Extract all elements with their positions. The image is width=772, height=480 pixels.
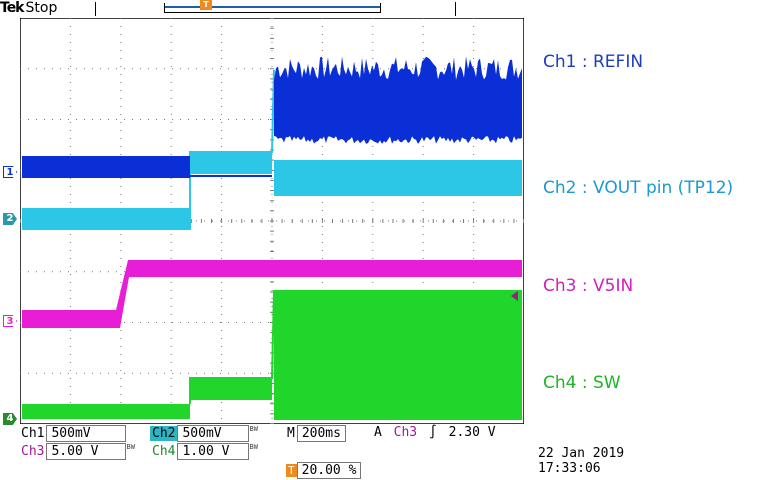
run-state: Stop <box>25 0 58 16</box>
ch1-scale: 500mV <box>46 425 127 442</box>
ch2-scale: 500mV <box>177 425 250 442</box>
ch4-bw-limit: BW <box>249 443 258 451</box>
ch4-label: Ch4 <box>152 444 176 459</box>
record-window <box>165 6 380 8</box>
ch2-trace-high <box>274 160 522 196</box>
tek-logo: Tek Stop <box>0 0 57 16</box>
ch1-trace-noise-bottom <box>274 136 522 144</box>
ch3-trace-high <box>128 260 522 277</box>
ch3-label: Ch3 <box>21 444 45 459</box>
legend-ch4: Ch4 : SW <box>543 373 621 393</box>
timebase-readout[interactable]: M 200ms <box>285 425 346 442</box>
record-length-bar[interactable] <box>164 3 381 13</box>
brand-name: Tek <box>0 0 24 16</box>
ch2-trace-low <box>22 208 190 230</box>
legend-ch2: Ch2 : VOUT pin (TP12) <box>543 178 734 198</box>
ch2-ground-marker[interactable]: 2 <box>3 213 17 225</box>
ch2-label: Ch2 <box>150 426 178 441</box>
header-divider-right <box>455 2 456 16</box>
ch3-trace-low <box>22 310 118 328</box>
ch1-trace-high <box>274 80 522 136</box>
ch4-trace-mid <box>190 378 272 400</box>
legend-ch1: Ch1 : REFIN <box>543 52 644 72</box>
timebase-label: M <box>287 426 295 441</box>
ch3-scale: 5.00 V <box>46 443 127 460</box>
ch2-trace-edge <box>189 69 275 230</box>
ch2-bw-limit: BW <box>249 425 258 433</box>
ch1-ground-marker[interactable]: 1 <box>3 166 17 178</box>
ch4-scale: 1.00 V <box>177 443 250 460</box>
capture-time: 17:33:06 <box>538 461 601 476</box>
capture-date: 22 Jan 2019 <box>538 446 625 461</box>
ch4-ground-marker[interactable]: 4 <box>3 413 17 425</box>
legend-ch3: Ch3 : V5IN <box>543 276 634 296</box>
ch2-readout[interactable]: Ch2 500mV BW <box>150 425 258 442</box>
ch1-label: Ch1 <box>21 426 45 441</box>
timebase-value: 200ms <box>296 425 346 442</box>
ch4-trace-low <box>22 404 190 419</box>
ch4-trace-switching <box>274 290 522 420</box>
record-trigger-marker: T <box>200 0 212 10</box>
trigger-source: Ch3 <box>393 425 418 440</box>
trigger-mode: A <box>374 425 382 440</box>
ch1-trace-low <box>22 156 190 178</box>
ch4-readout[interactable]: Ch4 1.00 V BW <box>150 443 258 460</box>
trigger-readout[interactable]: A Ch3 ∫ 2.30 V <box>372 425 498 440</box>
ch3-bw-limit: BW <box>126 443 135 451</box>
trigger-position-readout[interactable]: T 20.00 % <box>286 462 362 479</box>
ch2-trace-mid <box>190 152 272 174</box>
header-divider <box>95 2 96 16</box>
ch3-readout[interactable]: Ch3 5.00 V BW <box>19 443 135 460</box>
trigger-level-arrow[interactable] <box>511 291 518 301</box>
ch1-readout[interactable]: Ch1 500mV <box>19 425 127 442</box>
trigger-position-value: 20.00 % <box>296 462 362 479</box>
ch3-ground-marker[interactable]: 3 <box>3 315 17 327</box>
trigger-level: 2.30 V <box>448 425 496 440</box>
ch4-trace-edge <box>189 289 275 404</box>
trigger-position-icon: T <box>286 464 297 477</box>
waveform-display <box>20 18 524 424</box>
trigger-slope-icon: ∫ <box>428 425 437 440</box>
ch1-trace-noise-top <box>274 56 522 80</box>
